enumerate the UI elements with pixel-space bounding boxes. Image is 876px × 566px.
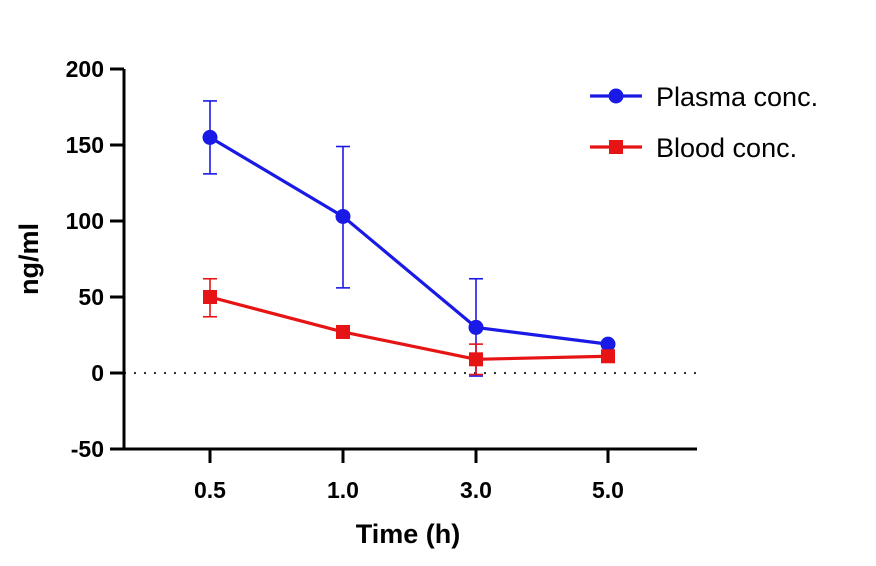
legend-plasma-conc-marker xyxy=(608,88,624,104)
plot-area: -50 0 50 100 150 200 0.5 1.0 3.0 5.0 xyxy=(66,56,697,503)
y-tick-label: -50 xyxy=(71,436,104,462)
plasma-conc-point xyxy=(335,208,351,224)
x-axis-title: Time (h) xyxy=(356,519,461,549)
blood-conc-point xyxy=(203,290,217,304)
y-tick-label: 100 xyxy=(66,208,104,234)
y-tick-label: 50 xyxy=(78,284,104,310)
plasma-conc-point xyxy=(468,319,484,335)
legend-blood-conc-marker xyxy=(609,140,623,154)
legend-blood-conc-label: Blood conc. xyxy=(656,133,797,163)
legend-plasma-conc-label: Plasma conc. xyxy=(656,82,818,112)
blood-conc-line xyxy=(209,295,609,361)
y-tick-label: 0 xyxy=(91,360,104,386)
y-tick-label: 150 xyxy=(66,132,104,158)
blood-conc-point xyxy=(601,349,615,364)
legend: Plasma conc. Blood conc. xyxy=(590,82,818,163)
x-tick-label: 1.0 xyxy=(327,477,359,503)
blood-conc-point xyxy=(469,352,483,367)
y-tick-label: 200 xyxy=(66,56,104,82)
x-tick-label: 5.0 xyxy=(592,477,624,503)
x-tick-label: 3.0 xyxy=(460,477,492,503)
x-tick-label: 0.5 xyxy=(194,477,226,503)
plasma-conc-point xyxy=(202,129,218,145)
plasma-conc-point xyxy=(600,336,616,352)
plasma-conc-line xyxy=(209,136,609,346)
y-axis-title: ng/ml xyxy=(14,223,44,295)
blood-conc-point xyxy=(336,324,350,339)
